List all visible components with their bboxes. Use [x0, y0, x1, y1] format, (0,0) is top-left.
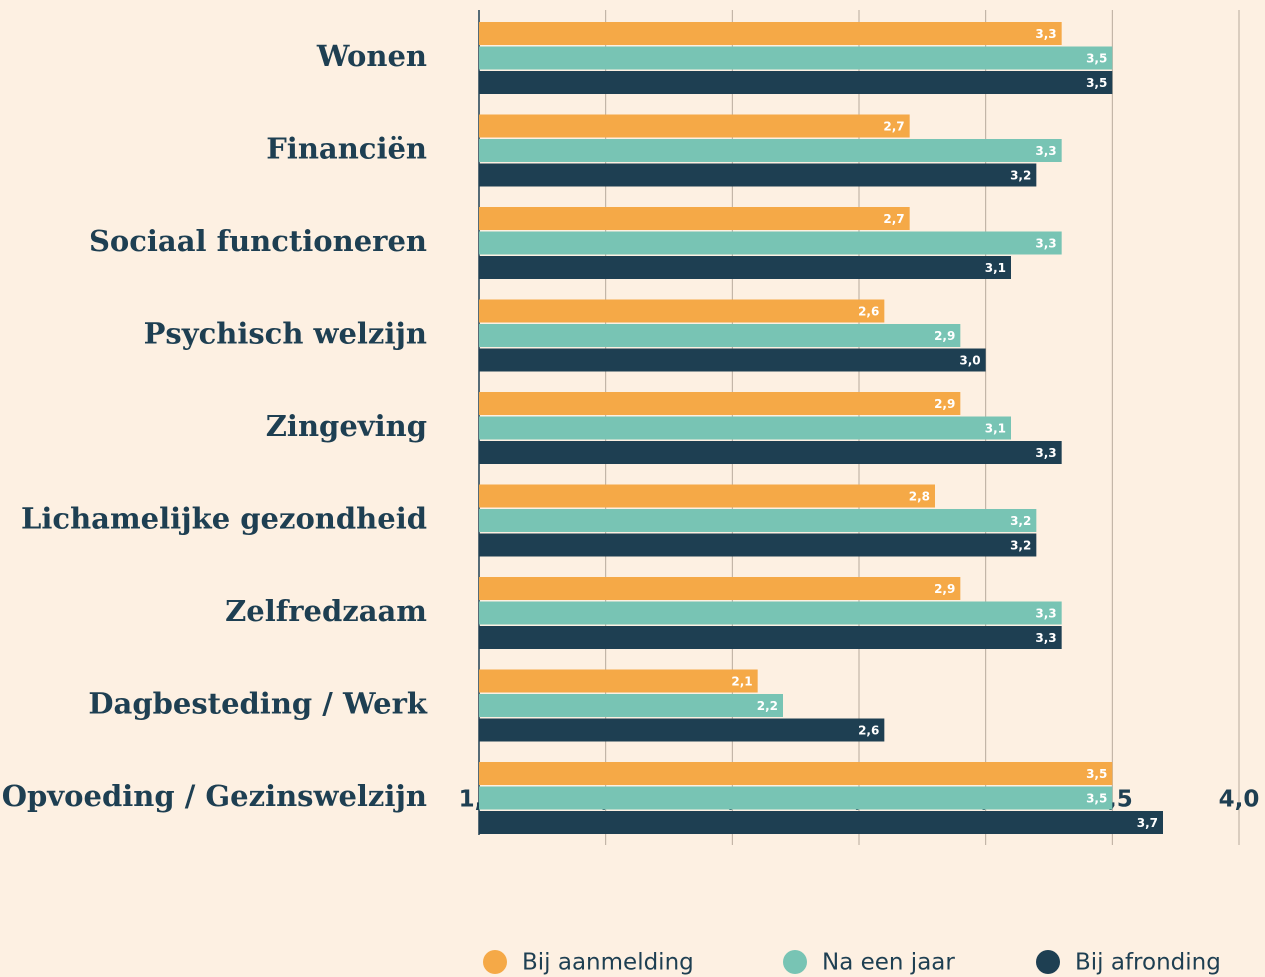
- category-label: Financiën: [266, 131, 427, 165]
- bar: [479, 207, 910, 230]
- bar: [479, 114, 910, 138]
- value-label: 2,6: [858, 305, 879, 319]
- legend-marker: [1036, 950, 1060, 974]
- category-label: Lichamelijke gezondheid: [21, 501, 427, 535]
- value-label: 3,5: [1086, 767, 1107, 781]
- legend-marker: [783, 950, 807, 974]
- value-label: 2,7: [883, 120, 904, 134]
- bar: [479, 299, 885, 323]
- bar: [479, 762, 1113, 785]
- value-label: 3,1: [985, 422, 1006, 436]
- x-tick-label: 4,0: [1219, 787, 1260, 813]
- bar: [479, 22, 1062, 45]
- legend-label: Bij afronding: [1075, 950, 1221, 976]
- value-label: 3,1: [985, 261, 1006, 275]
- category-label: Dagbesteding / Werk: [88, 686, 427, 720]
- value-label: 2,1: [731, 675, 752, 689]
- value-label: 3,3: [1035, 237, 1056, 251]
- value-label: 2,9: [934, 329, 955, 343]
- value-label: 3,2: [1010, 539, 1031, 553]
- bar: [479, 601, 1062, 625]
- value-label: 3,2: [1010, 169, 1031, 183]
- category-label: Sociaal functioneren: [89, 224, 427, 258]
- legend-label: Bij aanmelding: [522, 950, 694, 976]
- bar: [479, 392, 961, 415]
- value-label: 3,3: [1035, 27, 1056, 41]
- bar: [479, 669, 758, 693]
- value-label: 2,7: [883, 212, 904, 226]
- category-label: Zelfredzaam: [225, 594, 427, 628]
- bar: [479, 718, 885, 742]
- value-label: 3,3: [1035, 631, 1056, 645]
- value-label: 2,2: [757, 699, 778, 713]
- bar: [479, 163, 1037, 187]
- value-label: 3,7: [1137, 816, 1158, 830]
- value-label: 3,5: [1086, 52, 1107, 66]
- value-label: 3,3: [1035, 607, 1056, 621]
- value-label: 3,3: [1035, 144, 1056, 158]
- bar: [479, 441, 1062, 464]
- category-label: Zingeving: [266, 409, 427, 443]
- value-label: 2,6: [858, 724, 879, 738]
- bar: [479, 811, 1163, 834]
- bar: [479, 416, 1011, 440]
- bar: [479, 71, 1113, 94]
- bar: [479, 533, 1037, 557]
- category-label: Wonen: [316, 39, 427, 73]
- value-label: 2,8: [909, 490, 930, 504]
- value-label: 3,3: [1035, 446, 1056, 460]
- bar: [479, 256, 1011, 279]
- category-label: Opvoeding / Gezinswelzijn: [2, 779, 427, 813]
- bar: [479, 231, 1062, 255]
- bar: [479, 509, 1037, 532]
- legend-marker: [483, 950, 507, 974]
- value-label: 2,9: [934, 582, 955, 596]
- bar: [479, 139, 1062, 162]
- bar: [479, 786, 1113, 810]
- legend-label: Na een jaar: [822, 950, 955, 976]
- bar: [479, 348, 986, 372]
- category-label: Psychisch welzijn: [144, 316, 427, 350]
- value-label: 3,5: [1086, 792, 1107, 806]
- bar: [479, 324, 961, 347]
- bar: [479, 46, 1113, 70]
- value-label: 3,0: [959, 354, 980, 368]
- value-label: 3,2: [1010, 514, 1031, 528]
- bar: [479, 484, 935, 508]
- bar: [479, 577, 961, 600]
- bar: [479, 694, 783, 717]
- bar: [479, 626, 1062, 649]
- value-label: 2,9: [934, 397, 955, 411]
- value-label: 3,5: [1086, 76, 1107, 90]
